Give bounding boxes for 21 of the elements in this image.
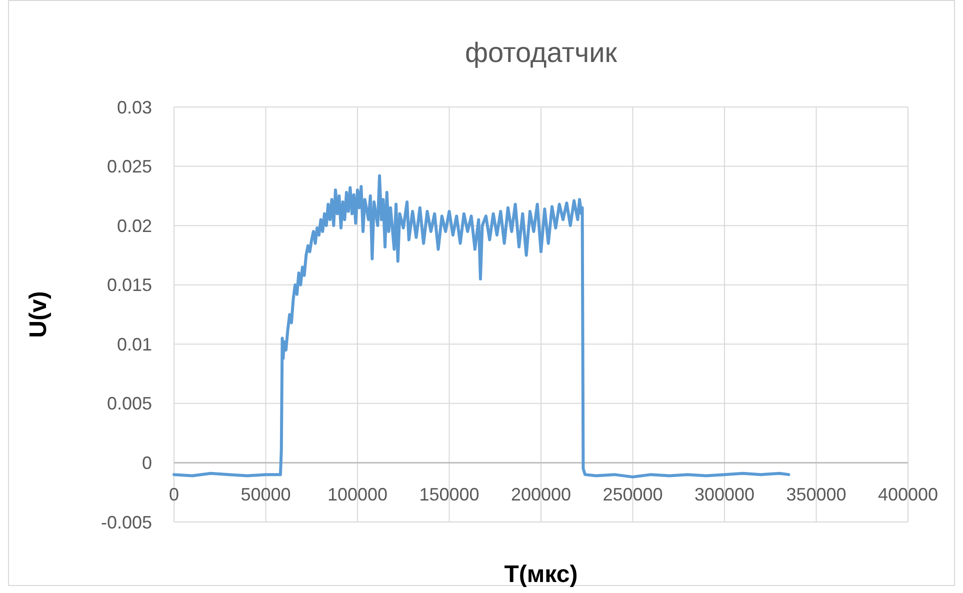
- x-tick-label: 350000: [786, 484, 846, 505]
- x-tick-label: 250000: [602, 484, 663, 505]
- y-tick-label: 0: [142, 453, 152, 474]
- y-tick-label: 0.025: [106, 156, 152, 177]
- x-tick-label: 300000: [694, 484, 755, 505]
- y-tick-label: -0.005: [100, 512, 152, 532]
- y-tick-label: 0.005: [106, 394, 152, 414]
- x-tick-label: 50000: [240, 484, 291, 505]
- y-tick-label: 0.03: [116, 97, 152, 118]
- x-tick-label: 200000: [510, 484, 572, 505]
- y-tick-label: 0.02: [116, 216, 152, 236]
- y-tick-label: 0.01: [116, 334, 152, 354]
- x-axis-title: T(мкс): [504, 561, 578, 588]
- y-axis-title: U(v): [25, 291, 52, 338]
- chart-title: фотодатчик: [464, 37, 618, 68]
- x-tick-label: 400000: [878, 484, 938, 505]
- x-tick-label: 150000: [419, 484, 480, 505]
- x-tick-label: 0: [168, 484, 180, 505]
- line-series: [172, 174, 790, 478]
- y-tick-label: 0.015: [106, 275, 152, 296]
- x-tick-label: 100000: [327, 484, 388, 505]
